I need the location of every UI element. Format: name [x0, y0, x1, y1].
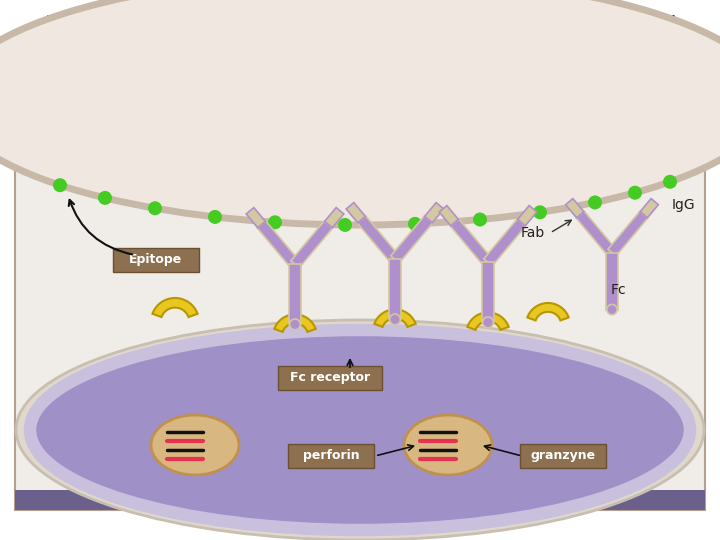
Circle shape [289, 319, 300, 330]
FancyBboxPatch shape [278, 366, 382, 390]
Text: NK Cell: NK Cell [332, 493, 388, 507]
Text: Epitope: Epitope [130, 253, 183, 267]
Bar [15, 490, 705, 510]
Polygon shape [527, 303, 569, 320]
Polygon shape [484, 219, 526, 266]
Polygon shape [291, 221, 333, 268]
Polygon shape [439, 206, 459, 226]
Circle shape [533, 205, 547, 219]
Ellipse shape [30, 330, 690, 530]
Circle shape [148, 201, 162, 215]
Circle shape [98, 191, 112, 205]
Circle shape [607, 305, 617, 315]
Polygon shape [374, 309, 415, 327]
Polygon shape [257, 221, 300, 268]
Ellipse shape [404, 415, 492, 475]
Circle shape [338, 218, 352, 232]
Circle shape [473, 213, 487, 226]
Polygon shape [482, 262, 494, 322]
Polygon shape [246, 207, 266, 228]
Polygon shape [325, 207, 344, 228]
Polygon shape [153, 298, 197, 317]
Bar [15, 88, 705, 113]
Circle shape [408, 217, 422, 231]
Text: Virus-infected Cell: Virus-infected Cell [291, 93, 429, 106]
Text: Fab: Fab [521, 226, 545, 240]
Polygon shape [451, 219, 492, 266]
Text: IgG: IgG [672, 198, 696, 212]
Text: perforin: perforin [302, 449, 359, 462]
Circle shape [53, 178, 67, 192]
Polygon shape [467, 313, 508, 330]
Polygon shape [518, 206, 537, 226]
Text: Antibody dependent cellular cytotoxicity (ADCC): Antibody dependent cellular cytotoxicity… [40, 15, 680, 41]
Text: Fc receptor: Fc receptor [290, 372, 370, 384]
Circle shape [268, 215, 282, 230]
Polygon shape [606, 253, 618, 309]
Bar [15, 70, 705, 510]
Ellipse shape [151, 415, 239, 475]
Polygon shape [640, 199, 658, 218]
Polygon shape [389, 259, 401, 319]
Circle shape [588, 195, 602, 210]
Ellipse shape [16, 320, 704, 540]
Polygon shape [357, 216, 399, 263]
Polygon shape [576, 211, 616, 256]
Polygon shape [346, 202, 366, 223]
Text: granzyne: granzyne [531, 449, 595, 462]
Circle shape [390, 314, 400, 325]
Circle shape [628, 186, 642, 200]
Polygon shape [608, 211, 648, 256]
Polygon shape [425, 202, 444, 223]
Polygon shape [391, 216, 433, 263]
Polygon shape [274, 314, 315, 332]
Circle shape [208, 210, 222, 224]
Circle shape [663, 175, 677, 189]
FancyBboxPatch shape [113, 248, 199, 272]
FancyBboxPatch shape [288, 444, 374, 468]
Circle shape [482, 317, 493, 328]
FancyBboxPatch shape [520, 444, 606, 468]
Text: Fc: Fc [610, 283, 626, 297]
Ellipse shape [0, 0, 720, 225]
Polygon shape [289, 265, 301, 325]
Polygon shape [566, 199, 584, 218]
